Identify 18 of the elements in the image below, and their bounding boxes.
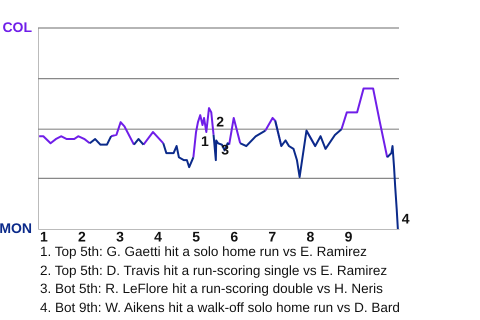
annotation: 2 xyxy=(216,113,224,130)
x-tick-label: 6 xyxy=(230,228,238,244)
text: COL xyxy=(2,19,32,35)
x-tick-label: 9 xyxy=(344,228,353,244)
x-tick-label: 5 xyxy=(192,228,200,244)
text: 3. Bot 5th: R. LeFlore hit a run-scoring double vs H. Neris xyxy=(40,280,384,298)
text: 4. Bot 9th: W. Aikens hit a walk-off solo home run vs D. Bard xyxy=(40,298,400,316)
x-tick-label: 2 xyxy=(78,228,86,244)
text: 1. Top 5th: G. Gaetti hit a solo home run vs E. Ramirez xyxy=(40,243,368,261)
x-tick-label: 4 xyxy=(154,228,162,244)
text: 2. Top 5th: D. Travis hit a run-scoring single vs E. Ramirez xyxy=(40,262,388,280)
annotation: 4 xyxy=(402,210,410,226)
annotation: 1 xyxy=(201,133,210,150)
text: MON xyxy=(0,220,32,236)
x-tick-label: 3 xyxy=(116,228,124,244)
x-tick-label: 8 xyxy=(306,228,314,244)
x-tick-label: 7 xyxy=(268,228,276,244)
x-tick-label: 1 xyxy=(40,228,48,244)
